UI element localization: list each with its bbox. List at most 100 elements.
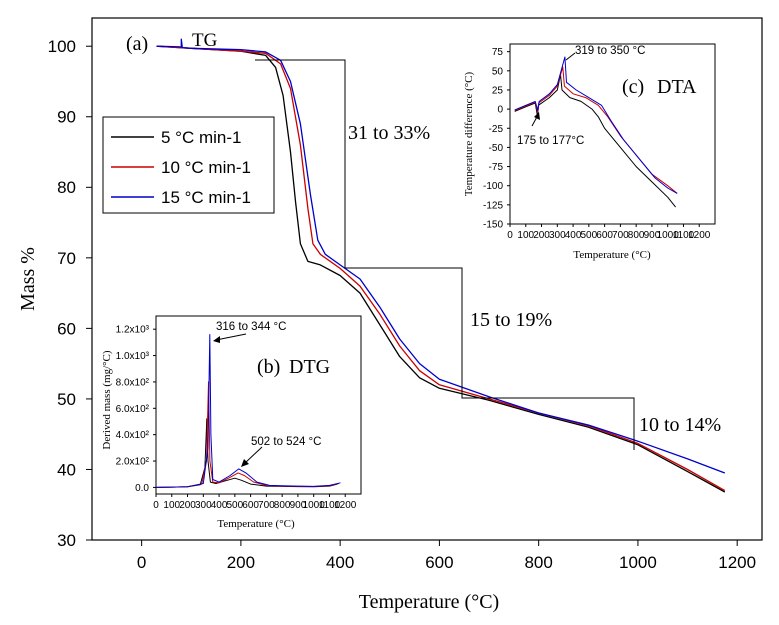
dta-x-tick-label: 600 xyxy=(596,230,613,241)
main-title: TG xyxy=(192,30,218,51)
dta-plot-frame xyxy=(509,43,716,225)
dtg-x-tick-label: 200 xyxy=(179,500,196,511)
dtg-x-tick-label: 400 xyxy=(211,500,228,511)
dta-inset-background xyxy=(462,30,724,262)
main-x-tick-label: 1200 xyxy=(718,553,756,572)
main-y-ticks: 30 40 50 60 70 80 90 100 xyxy=(48,37,92,550)
dtg-annotation-peak1: 316 to 344 °C xyxy=(216,321,286,333)
dtg-x-tick-label: 1000 xyxy=(303,500,326,511)
dtg-y-axis-label: Derived mass (mg/°C) xyxy=(101,350,113,449)
dta-annotation-peak: 319 to 350 °C xyxy=(575,45,645,57)
main-panel-label: (a) xyxy=(126,33,148,55)
dta-arrowhead-dip xyxy=(534,112,540,120)
dta-y-tick-label: 75 xyxy=(492,47,504,58)
main-y-tick-label: 40 xyxy=(57,460,76,479)
main-x-axis-label: Temperature (°C) xyxy=(359,591,499,613)
dta-x-tick-label: 100 xyxy=(517,230,534,241)
dta-y-tick-label: 0 xyxy=(497,105,503,116)
dta-x-axis-label: Temperature (°C) xyxy=(573,249,651,261)
dta-x-tick-label: 200 xyxy=(533,230,550,241)
main-y-tick-label: 30 xyxy=(57,531,76,550)
main-x-tick-label: 200 xyxy=(227,553,255,572)
dtg-y-tick-label: 2.0x10² xyxy=(116,457,150,468)
dtg-y-tick-label: 0.0 xyxy=(135,483,149,494)
dta-y-tick-label: -150 xyxy=(483,220,503,231)
dtg-x-tick-label: 100 xyxy=(163,500,180,511)
dtg-x-tick-label: 1200 xyxy=(334,500,357,511)
dtg-plot-frame xyxy=(155,315,362,495)
legend-label-5: 5 °C min-1 xyxy=(161,128,241,147)
main-y-tick-label: 90 xyxy=(57,108,76,127)
dtg-title: DTG xyxy=(289,356,330,378)
dtg-x-tick-label: 0 xyxy=(153,500,159,511)
dtg-arrow-peak2 xyxy=(243,446,263,465)
dta-x-tick-label: 400 xyxy=(565,230,582,241)
dtg-x-tick-label: 800 xyxy=(274,500,291,511)
main-x-tick-label: 0 xyxy=(137,553,146,572)
dta-panel-label: (c) xyxy=(622,76,644,98)
main-series-line-2 xyxy=(156,38,726,474)
legend-label-10: 10 °C min-1 xyxy=(161,158,251,177)
main-y-tick-label: 70 xyxy=(57,249,76,268)
dtg-inset-background xyxy=(98,312,368,532)
dta-y-tick-label: 50 xyxy=(492,66,504,77)
dta-x-tick-label: 1100 xyxy=(673,230,695,241)
dta-y-axis-label: Temperature difference (°C) xyxy=(463,71,475,196)
dta-x-tick-label: 700 xyxy=(612,230,629,241)
dtg-x-tick-label: 700 xyxy=(258,500,275,511)
dta-y-tick-label: -100 xyxy=(483,181,503,192)
annotation-step-2: 15 to 19% xyxy=(470,309,552,331)
main-y-tick-label: 80 xyxy=(57,178,76,197)
dtg-panel-label: (b) xyxy=(257,356,280,378)
dtg-annotation-peak2: 502 to 524 °C xyxy=(251,436,321,448)
dtg-series-group xyxy=(155,334,341,488)
dta-x-tick-label: 500 xyxy=(581,230,598,241)
dta-annotation-dip: 175 to 177°C xyxy=(517,135,584,147)
main-x-tick-label: 1000 xyxy=(619,553,657,572)
main-x-tick-label: 800 xyxy=(524,553,552,572)
dta-x-tick-label: 900 xyxy=(644,230,661,241)
main-y-tick-label: 60 xyxy=(57,319,76,338)
annotation-step-3: 10 to 14% xyxy=(639,414,721,436)
dtg-x-tick-label: 300 xyxy=(195,500,212,511)
dtg-arrow-peak1 xyxy=(215,333,247,341)
main-y-axis-label: Mass % xyxy=(17,247,39,311)
dtg-arrowhead-peak2 xyxy=(241,459,249,467)
dtg-x-axis-label: Temperature (°C) xyxy=(217,518,295,530)
dta-arrow-peak xyxy=(565,52,576,61)
dta-y-tick-label: -50 xyxy=(489,143,504,154)
dta-x-tick-label: 300 xyxy=(549,230,566,241)
dtg-y-ticks: 0.0 2.0x10² 4.0x10² 6.0x10² 8.0x10² 1.0x10³ 1.… xyxy=(116,325,156,494)
dta-x-tick-label: 1000 xyxy=(657,230,680,241)
dta-x-tick-label: 800 xyxy=(628,230,645,241)
main-x-tick-label: 400 xyxy=(326,553,354,572)
main-panel: 0 200 400 600 800 1000 1200 30405060708090100 … xyxy=(17,17,763,613)
dtg-x-tick-label: 900 xyxy=(290,500,307,511)
mass-loss-bracket-line xyxy=(255,59,635,450)
dtg-arrowhead-peak1 xyxy=(213,336,220,343)
dta-title: DTA xyxy=(657,76,697,98)
dta-x-tick-label: 1200 xyxy=(688,230,711,241)
dta-y-ticks: -150 -125 -100 -75 -50 -25 0 25 50 75 xyxy=(483,47,510,231)
dtg-y-tick-label: 1.0x10³ xyxy=(116,351,150,362)
main-y-tick-label: 50 xyxy=(57,390,76,409)
dta-x-tick-label: 0 xyxy=(507,230,513,241)
dta-y-tick-label: -125 xyxy=(483,200,503,211)
legend-label-15: 15 °C min-1 xyxy=(161,188,251,207)
dtg-y-tick-label: 4.0x10² xyxy=(116,430,150,441)
dtg-y-tick-label: 6.0x10² xyxy=(116,404,150,415)
main-x-ticks: 0 200 400 600 800 1000 1200 xyxy=(137,540,756,572)
main-x-tick-label: 600 xyxy=(425,553,453,572)
dta-y-tick-label: -25 xyxy=(489,124,504,135)
main-plot-frame xyxy=(91,17,763,541)
dtg-x-tick-label: 600 xyxy=(242,500,259,511)
main-series-line-0 xyxy=(156,45,726,493)
dtg-y-tick-label: 8.0x10² xyxy=(116,377,150,388)
dtg-series-line-2 xyxy=(155,334,341,488)
annotation-step-1: 31 to 33% xyxy=(348,122,430,144)
legend: 5 °C min-1 10 °C min-1 15 °C min-1 xyxy=(102,116,275,214)
dta-series-line-2 xyxy=(514,56,678,194)
